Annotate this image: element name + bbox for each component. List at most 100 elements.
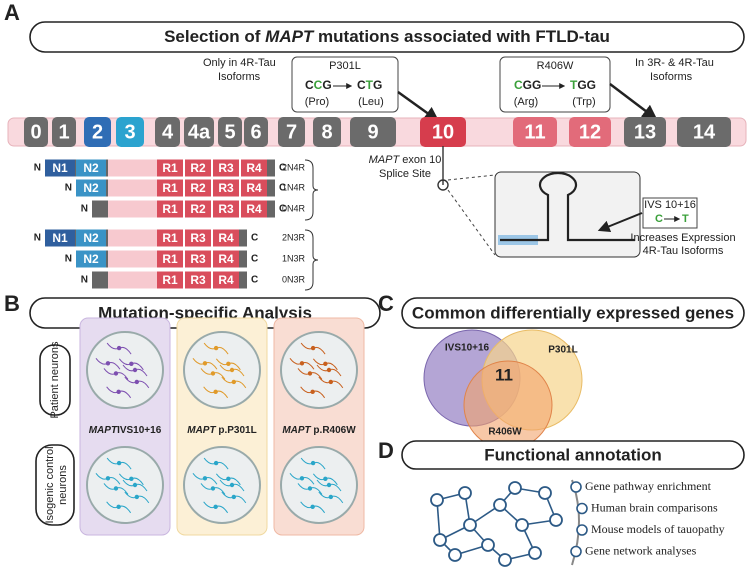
- panel-title: Selection of MAPT mutations associated w…: [164, 27, 610, 46]
- text: exon 10: [399, 154, 441, 166]
- repeat-label: R3: [190, 231, 206, 245]
- repeat-label: R1: [162, 181, 178, 195]
- repeat: [157, 250, 183, 268]
- domain-label: N1: [52, 161, 68, 175]
- exon-label: 13: [634, 121, 656, 143]
- mutation-name: IVS 10+16: [644, 199, 696, 211]
- row-pill: [35, 444, 75, 526]
- neuron: [113, 371, 119, 376]
- exon-label: 2: [92, 121, 103, 143]
- neuron: [328, 494, 334, 500]
- domain: [45, 229, 75, 247]
- neuron: [132, 482, 138, 488]
- exon: [350, 117, 396, 147]
- neuron: [328, 379, 334, 385]
- title-pill: [401, 440, 745, 470]
- nucleotide: GG: [523, 78, 542, 92]
- nucleotide: GG: [577, 78, 596, 92]
- note: Isoforms: [218, 71, 261, 83]
- neuron: [229, 367, 235, 373]
- annotation-item: Gene network analyses: [585, 543, 697, 557]
- domain-label: N2: [83, 231, 99, 245]
- network-node: [538, 486, 552, 500]
- stem-loop: [500, 171, 635, 242]
- exon-label: 8: [321, 121, 332, 143]
- amino-acid: (Arg): [514, 96, 538, 108]
- neuron: [116, 460, 122, 466]
- arrow: [397, 90, 440, 122]
- panel-letter: A: [4, 0, 20, 25]
- repeat: [241, 200, 267, 218]
- backbone: [92, 271, 108, 289]
- neuron: [210, 371, 216, 376]
- exon-label: 9: [367, 121, 378, 143]
- terminus: C: [251, 254, 258, 265]
- mutation-box: [291, 56, 399, 113]
- neuron: [323, 476, 328, 482]
- nucleotide: G: [373, 78, 382, 92]
- repeat: [185, 250, 211, 268]
- backbone: [108, 271, 157, 289]
- nucleotide: G: [322, 78, 331, 92]
- codon: CCG: [305, 78, 332, 92]
- backbone: [239, 229, 247, 247]
- backbone: [239, 271, 247, 289]
- exon-label: 1: [58, 121, 69, 143]
- bullet: [570, 545, 582, 558]
- mutation-name: R406W: [537, 60, 574, 72]
- exon: [313, 117, 341, 147]
- network-node: [430, 493, 444, 507]
- repeat-label: R3: [190, 273, 206, 287]
- repeat-label: R3: [218, 181, 234, 195]
- repeat: [213, 159, 239, 177]
- exon-label: 10: [432, 121, 454, 143]
- amino-acid: (Pro): [305, 96, 329, 108]
- repeat-label: R4: [218, 252, 234, 266]
- backbone: [108, 200, 157, 218]
- exon-label: 4a: [188, 121, 211, 143]
- variant: p.R406W: [311, 425, 357, 436]
- neuron: [226, 361, 231, 367]
- neuron: [134, 494, 140, 500]
- nucleotide: C: [357, 78, 366, 92]
- neuron: [307, 486, 313, 491]
- dish: [183, 331, 261, 409]
- domain-label: N2: [83, 161, 99, 175]
- line-label: MAPT p.R406W: [282, 425, 356, 436]
- repeat-label: R4: [218, 273, 234, 287]
- neuron: [310, 389, 315, 395]
- row-label: neurons: [57, 465, 69, 505]
- neuron: [307, 371, 313, 376]
- neuron: [299, 361, 305, 366]
- isoform-label: 2N4R: [282, 162, 306, 172]
- neuron: [116, 504, 121, 510]
- neuron: [229, 482, 235, 488]
- nucleotide: C: [305, 78, 314, 92]
- neuron: [326, 482, 332, 488]
- isoform-label: 1N4R: [282, 182, 306, 192]
- backbone: [267, 159, 275, 177]
- effect: 4R-Tau Isoforms: [643, 245, 724, 257]
- mutation-name: P301L: [329, 60, 361, 72]
- exon: [513, 117, 557, 147]
- repeat-label: R3: [218, 161, 234, 175]
- neuron: [231, 494, 237, 500]
- repeat-label: R1: [162, 231, 178, 245]
- row-label: Patient neurons: [49, 341, 61, 419]
- repeat-label: R1: [162, 252, 178, 266]
- effect: Increases Expression: [630, 232, 735, 244]
- panel-letter: B: [4, 291, 20, 316]
- set-label: R406W: [488, 427, 522, 438]
- network-node: [508, 481, 522, 495]
- splice-label: MAPT exon 10: [369, 154, 442, 166]
- exon: [84, 117, 111, 147]
- row-pill: [39, 344, 71, 416]
- terminus: C: [251, 275, 258, 286]
- repeat-label: R3: [218, 202, 234, 216]
- neuron: [213, 460, 219, 466]
- repeat-label: R4: [218, 231, 234, 245]
- exon-label: 0: [30, 121, 41, 143]
- neuron: [134, 379, 140, 385]
- set-label: IVS10+16: [445, 343, 490, 354]
- backbone: [108, 179, 157, 197]
